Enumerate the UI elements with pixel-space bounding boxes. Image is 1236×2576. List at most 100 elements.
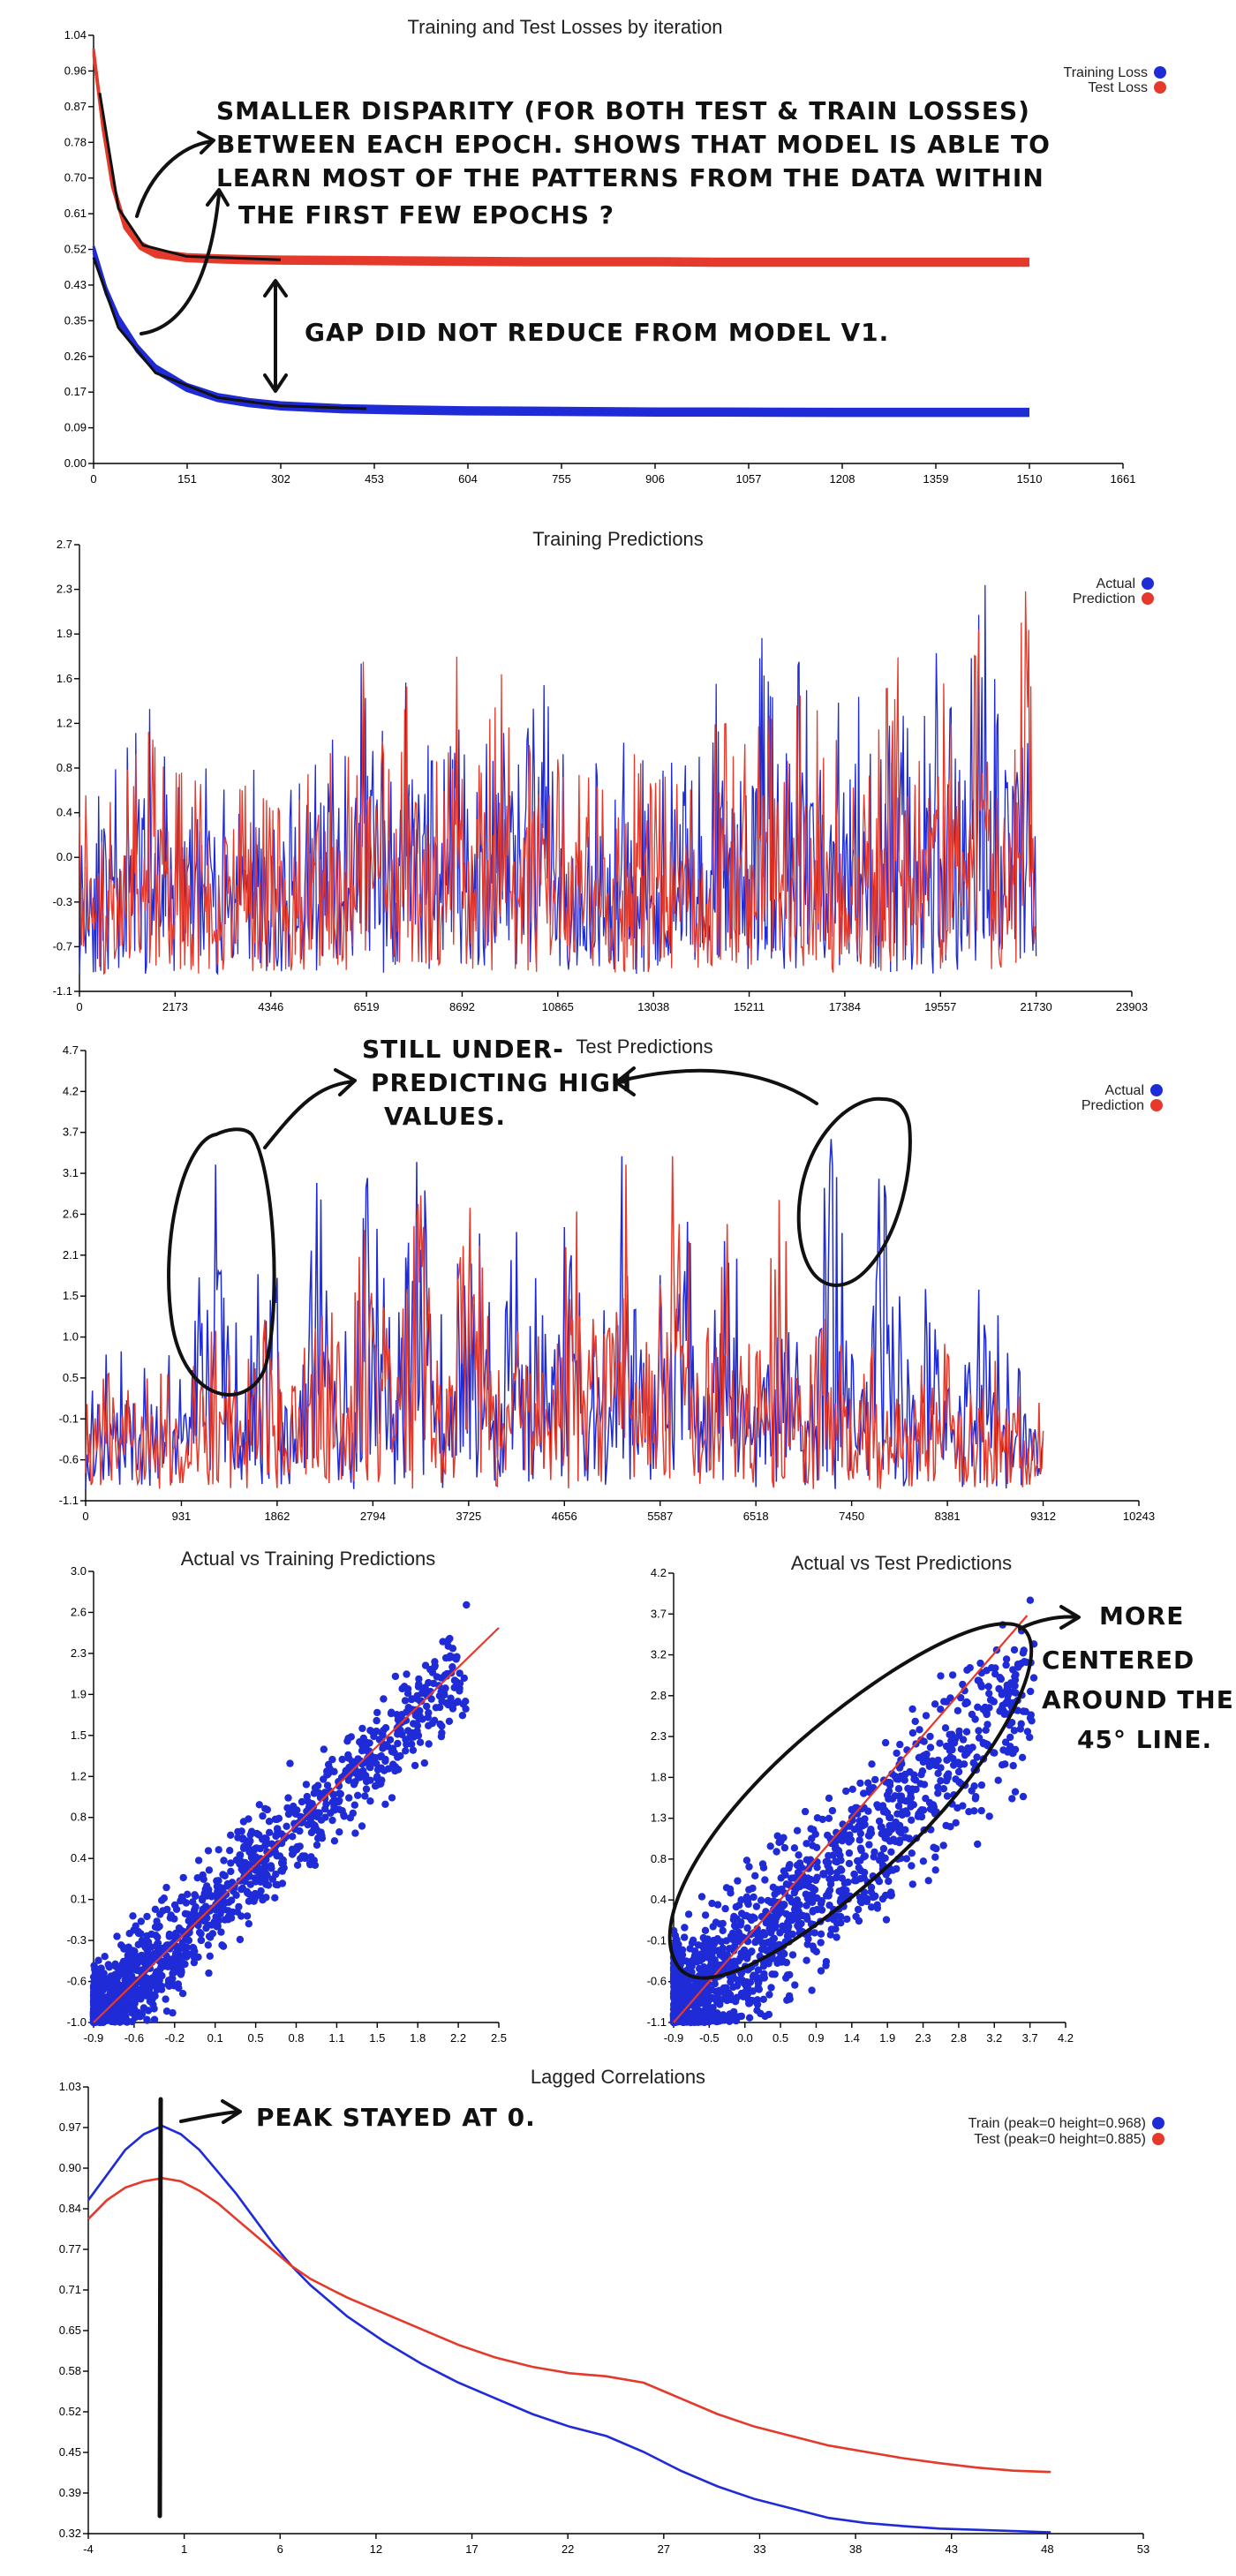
- scatter-test-point: [919, 1857, 928, 1865]
- arrow-to-train-loss: [139, 188, 230, 335]
- scatter-train-y-tick-label: -1.0: [67, 2015, 87, 2029]
- scatter-test-point: [760, 1974, 768, 1982]
- scatter-test-point: [737, 1896, 745, 1904]
- scatter-test-point: [908, 1816, 916, 1824]
- scatter-train-point: [391, 1766, 399, 1775]
- scatter-train-point: [256, 1891, 264, 1900]
- scatter-test-point: [934, 1756, 942, 1765]
- scatter-train-point: [151, 1905, 160, 1913]
- scatter-test-point: [804, 1935, 812, 1943]
- scatter-test-point: [769, 1883, 777, 1891]
- scatter-train-point: [329, 1790, 337, 1799]
- scatter-train-point: [335, 1789, 343, 1797]
- lagged-y-tick-label: 0.52: [59, 2405, 81, 2418]
- scatter-test-point: [950, 1761, 958, 1769]
- scatter-test-point: [773, 1832, 781, 1840]
- scatter-test-point: [736, 1921, 744, 1929]
- scatter-test-point: [761, 1876, 769, 1884]
- test-mean-overlay: [98, 93, 282, 261]
- scatter-train-point: [235, 1902, 243, 1911]
- scatter-train-point: [197, 1936, 205, 1945]
- scatter-train-point: [438, 1697, 446, 1706]
- scatter-test-point: [979, 1705, 987, 1714]
- scatter-train-point: [330, 1837, 339, 1845]
- scatter-test-point: [971, 1795, 980, 1803]
- scatter-test-point: [733, 1915, 741, 1923]
- scatter-train-point: [132, 1992, 139, 2000]
- scatter-train-point: [354, 1791, 362, 1800]
- scatter-test-point: [766, 1842, 774, 1850]
- test-pred-y-tick-label: 1.5: [63, 1289, 79, 1302]
- scatter-test-point: [974, 1840, 982, 1849]
- scatter-test-point: [908, 1849, 916, 1857]
- scatter-train-point: [431, 1658, 439, 1666]
- scatter-test-point: [917, 1736, 925, 1744]
- scatter-train-point: [108, 2017, 116, 2026]
- scatter-test-point: [894, 1802, 903, 1810]
- scatter-test-point: [873, 1901, 881, 1909]
- scatter-train-point: [178, 1990, 187, 1998]
- scatter-train-point: [101, 1953, 109, 1961]
- scatter-train-point: [403, 1670, 411, 1678]
- scatter-train-point: [160, 1894, 168, 1902]
- scatter-train-point: [453, 1653, 461, 1661]
- loss-chart-series: [92, 48, 1029, 418]
- scatter-test-point: [768, 1970, 776, 1978]
- scatter-test-point: [893, 1749, 901, 1758]
- scatter-test-point: [773, 1959, 781, 1967]
- scatter-test-point: [709, 1923, 717, 1931]
- scatter-train-point: [284, 1794, 292, 1802]
- scatter-train-point: [94, 1956, 102, 1964]
- scatter-train-point: [158, 1971, 166, 1980]
- loss-note-line-2: BETWEEN EACH EPOCH. SHOWS THAT MODEL IS …: [216, 130, 1051, 159]
- scatter-test-point: [984, 1683, 992, 1691]
- scatter-train-point: [439, 1638, 447, 1646]
- scatter-test-point: [949, 1754, 957, 1763]
- scatter-train-point: [388, 1794, 396, 1802]
- scatter-test-point: [912, 1785, 920, 1794]
- scatter-train-point: [347, 1733, 355, 1741]
- scatter-train-point: [265, 1818, 274, 1826]
- scatter-test-point: [833, 1912, 840, 1920]
- scatter-test-point: [716, 1920, 724, 1928]
- scatter-test-point: [817, 1967, 825, 1975]
- scatter-test-point: [1006, 1733, 1014, 1742]
- arrow-to-test-loss: [135, 131, 215, 218]
- scatter-train-point: [278, 1867, 286, 1875]
- scatter-test-point: [703, 2013, 711, 2021]
- scatter-train-point: [205, 1866, 214, 1874]
- scatter-test-title: Actual vs Test Predictions: [791, 1552, 1012, 1574]
- scatter-test-point: [731, 1931, 739, 1939]
- loss-y-tick-label: 1.04: [64, 28, 87, 41]
- scatter-train-point: [166, 1962, 174, 1970]
- right-ellipse: [796, 1096, 912, 1287]
- scatter-test-point: [910, 1775, 918, 1783]
- scatter-train-point: [368, 1728, 376, 1736]
- scatter-train-point: [147, 1930, 155, 1939]
- scatter-train-point: [448, 1663, 456, 1671]
- scatter-test-point: [768, 1926, 776, 1934]
- scatter-train-point: [265, 1828, 274, 1836]
- scatter-test-y-tick-label: 1.8: [651, 1770, 667, 1783]
- scatter-train-point: [312, 1824, 320, 1833]
- scatter-test-x-tick-label: 1.4: [844, 2031, 860, 2045]
- scatter-train-x-tick-label: -0.9: [84, 2031, 103, 2045]
- scatter-test-point: [703, 1988, 712, 1996]
- scatter-test-point: [811, 1830, 819, 1838]
- scatter-test-point: [1008, 1750, 1017, 1758]
- scatter-train-point: [423, 1702, 431, 1711]
- scatter-train-point: [403, 1708, 411, 1716]
- scatter-train-point: [427, 1695, 435, 1703]
- loss-y-tick-label: 0.35: [64, 313, 87, 327]
- scatter-train-point: [125, 1971, 133, 1979]
- scatter-test-point: [934, 1783, 942, 1791]
- scatter-test-point: [670, 1994, 678, 2003]
- scatter-train-point: [120, 1944, 128, 1952]
- scatter-test-point: [855, 1836, 863, 1844]
- scatter-train-point: [389, 1760, 397, 1768]
- scatter-test-point: [772, 1917, 780, 1925]
- scatter-test-point: [1011, 1788, 1020, 1796]
- train-pred-x-tick-label: 0: [76, 1000, 82, 1013]
- scatter-train-y-tick-label: -0.6: [67, 1975, 87, 1988]
